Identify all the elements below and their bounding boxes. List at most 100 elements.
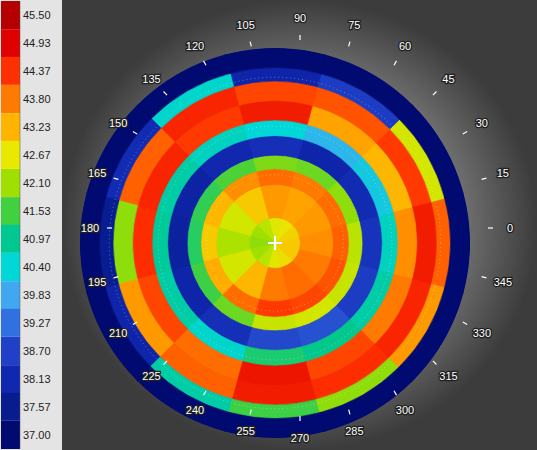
map-cell: [224, 48, 326, 74]
angle-label: 45: [442, 73, 454, 85]
map-cell: [152, 211, 171, 276]
colorbar-label: 37.57: [23, 401, 51, 413]
angle-tick: [204, 61, 207, 65]
colorbar-swatch: [1, 29, 20, 57]
colorbar-swatch: [1, 309, 20, 337]
colorbar-swatch: [1, 113, 20, 141]
colorbar-label: 43.80: [23, 93, 51, 105]
map-cell: [86, 288, 151, 382]
map-cell: [399, 105, 464, 199]
angle-tick: [164, 361, 168, 365]
angle-label: 270: [291, 432, 309, 444]
map-cell: [394, 206, 418, 281]
colorbar-background: [0, 0, 62, 450]
angle-tick: [463, 132, 467, 135]
angle-label: 210: [109, 327, 127, 339]
angle-tick: [349, 410, 350, 415]
colorbar-label: 40.40: [23, 261, 51, 273]
map-cell: [238, 101, 313, 125]
angle-label: 105: [236, 19, 254, 31]
angle-label: 30: [476, 117, 488, 129]
map-cell: [86, 105, 151, 199]
map-cell: [243, 120, 308, 139]
colorbar: 45.5044.9344.3743.8043.2342.6742.1041.53…: [0, 0, 62, 450]
center-cross: [268, 236, 282, 250]
angle-tick: [114, 277, 119, 278]
colorbar-label: 42.67: [23, 149, 51, 161]
colorbar-swatch: [1, 365, 20, 393]
map-cell: [133, 206, 157, 281]
colorbar-swatch: [1, 197, 20, 225]
angle-tick: [394, 391, 397, 395]
map-cell: [113, 200, 137, 285]
angle-tick: [250, 42, 251, 47]
reference-circle: [158, 126, 392, 360]
angle-label: 15: [497, 167, 509, 179]
angle-label: 90: [294, 12, 306, 24]
colorbar-swatch: [1, 337, 20, 365]
colorbar-label: 37.00: [23, 429, 51, 441]
angle-label: 315: [439, 370, 457, 382]
angle-label: 120: [186, 40, 204, 52]
angle-label: 285: [345, 425, 363, 437]
angle-tick: [107, 227, 112, 228]
map-area: [80, 48, 470, 438]
map-cell: [252, 155, 298, 171]
colorbar-label: 41.53: [23, 205, 51, 217]
colorbar-swatch: [1, 57, 20, 85]
angle-tick: [463, 322, 467, 325]
reference-circle: [109, 77, 441, 409]
angle-tick: [299, 416, 300, 421]
colorbar-swatch: [1, 393, 20, 421]
colorbar-swatch: [1, 421, 20, 449]
colorbar-swatch: [1, 281, 20, 309]
map-cell: [399, 288, 464, 382]
colorbar-label: 39.27: [23, 317, 51, 329]
colorbar-label: 43.23: [23, 121, 51, 133]
angle-label: 150: [109, 117, 127, 129]
background: [62, 0, 537, 450]
colorbar-swatch: [1, 169, 20, 197]
colorbar-swatch: [1, 141, 20, 169]
angle-tick: [133, 132, 137, 135]
reference-circle: [207, 175, 344, 312]
angle-tick: [482, 178, 487, 179]
angle-tick: [433, 92, 437, 96]
map-cell: [232, 380, 317, 404]
angle-tick: [433, 361, 437, 365]
angle-label: 300: [396, 404, 414, 416]
map-cell: [360, 215, 383, 271]
map-cell: [137, 54, 231, 119]
map-cell: [247, 136, 303, 159]
topography-map: 45.5044.9344.3743.8043.2342.6742.1041.53…: [0, 0, 537, 450]
angle-tick: [133, 322, 137, 325]
map-cell: [243, 346, 308, 365]
map-cell: [238, 362, 313, 386]
angle-label: 60: [399, 40, 411, 52]
angle-label: 75: [348, 19, 360, 31]
map-cell: [378, 211, 397, 276]
colorbar-label: 38.70: [23, 345, 51, 357]
map-cell: [80, 192, 106, 294]
colorbar-axis: [20, 1, 21, 449]
colorbar-label: 42.10: [23, 177, 51, 189]
angle-tick: [299, 35, 300, 40]
map-cell: [320, 54, 414, 119]
angle-tick: [164, 92, 168, 96]
angle-tick: [204, 391, 207, 395]
map-cell: [201, 224, 219, 263]
map-cell: [224, 412, 326, 438]
map-cell: [256, 169, 295, 187]
angle-label: 330: [473, 327, 491, 339]
angle-label: 135: [142, 73, 160, 85]
angle-tick: [349, 42, 350, 47]
map-cell: [346, 220, 362, 266]
angle-label: 195: [88, 276, 106, 288]
map-cell: [137, 367, 231, 432]
angle-label: 165: [88, 167, 106, 179]
angle-tick: [394, 61, 397, 65]
angle-label: 240: [186, 404, 204, 416]
angle-label: 0: [507, 222, 513, 234]
angle-tick: [114, 178, 119, 179]
angle-label: 180: [81, 222, 99, 234]
